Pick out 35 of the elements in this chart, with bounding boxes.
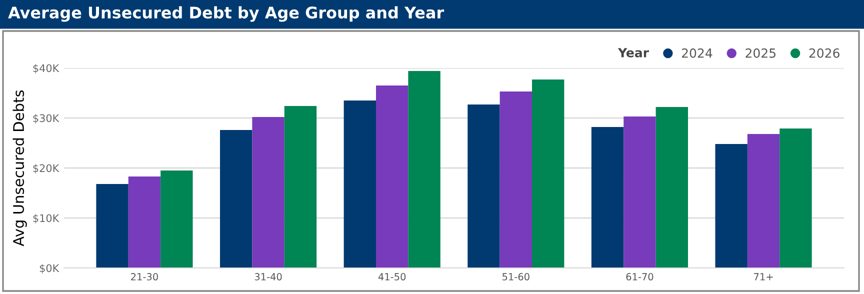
legend-title: Year	[618, 48, 649, 58]
bar	[747, 134, 780, 268]
x-tick-label: 21-30	[131, 273, 158, 280]
legend-label: 2025	[746, 48, 776, 58]
bar	[780, 128, 812, 268]
legend-label: 2024	[682, 48, 712, 58]
bar	[376, 86, 408, 268]
bar	[715, 144, 748, 268]
x-tick-label: 31-40	[254, 273, 282, 280]
x-tick-label: 71+	[754, 273, 773, 280]
y-tick-label: $0K	[40, 264, 60, 274]
x-tick-label: 61-70	[626, 273, 654, 280]
bar	[500, 92, 532, 268]
chart-title: Average Unsecured Debt by Age Group and Year	[8, 6, 444, 22]
bar	[532, 80, 564, 268]
bar	[624, 116, 656, 268]
bar	[128, 176, 161, 268]
bar	[591, 127, 624, 268]
bar	[344, 100, 376, 268]
bar	[252, 117, 284, 268]
bar	[468, 104, 500, 268]
y-tick-label: $10K	[33, 214, 60, 224]
y-tick-label: $30K	[33, 114, 60, 124]
bar	[160, 170, 193, 268]
y-tick-label: $40K	[33, 64, 60, 74]
bar	[284, 106, 317, 268]
legend-label: 2026	[809, 48, 840, 58]
y-axis-title: Avg Unsecured Debts	[12, 90, 27, 246]
bar	[408, 71, 440, 268]
bar	[96, 184, 128, 268]
bar	[656, 107, 688, 268]
bar	[220, 130, 252, 268]
y-tick-label: $20K	[33, 164, 60, 174]
x-tick-label: 41-50	[378, 273, 406, 280]
x-tick-label: 51-60	[502, 273, 530, 280]
